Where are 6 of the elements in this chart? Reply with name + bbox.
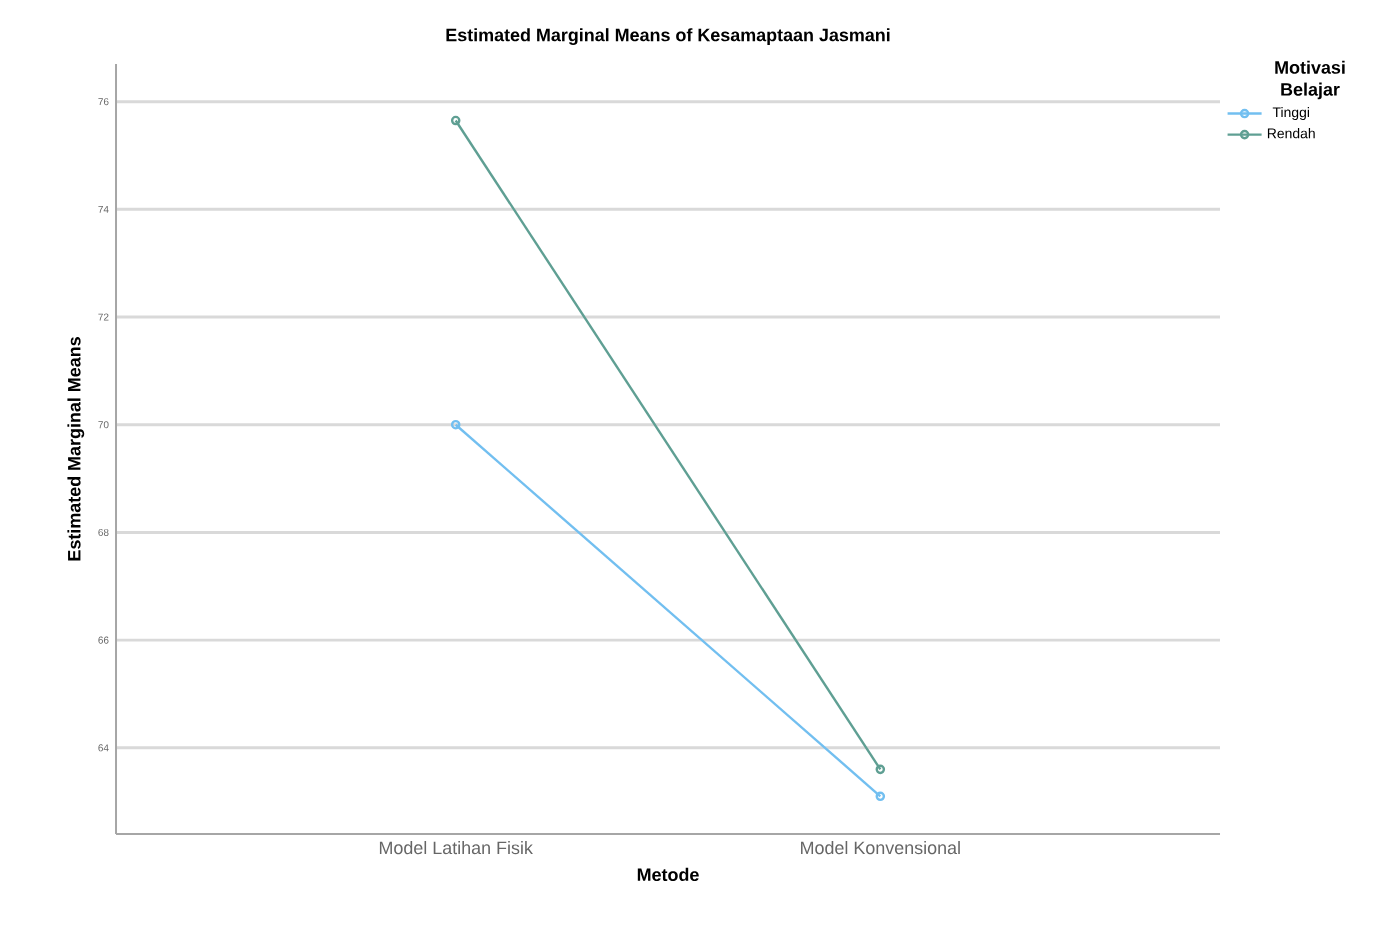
- y-axis-title: Estimated Marginal Means: [67, 337, 85, 561]
- x-axis-title: Metode: [637, 867, 699, 882]
- x-tick-label: Model Konvensional: [801, 841, 960, 855]
- legend-title: Motivasi Belajar: [1275, 60, 1345, 100]
- chart-title: Estimated Marginal Means of Kesamaptaan Jasmani: [446, 28, 890, 45]
- x-tick-label: Model Latihan Fisik: [379, 841, 533, 855]
